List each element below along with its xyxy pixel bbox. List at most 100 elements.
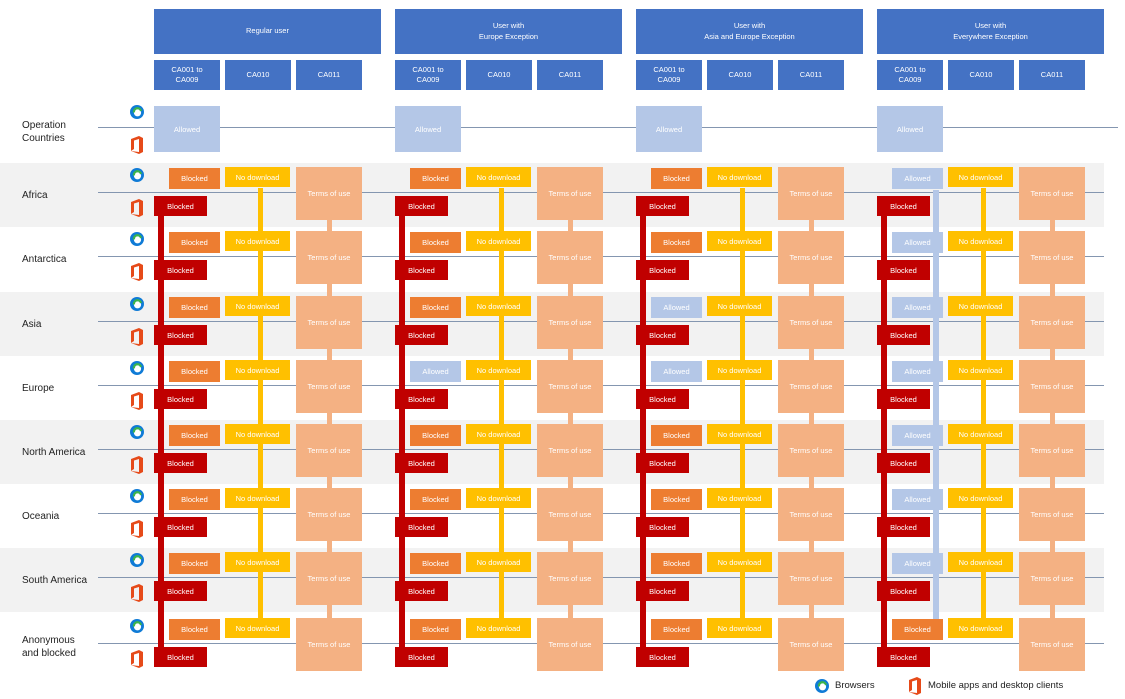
- terms-of-use-cell: Terms of use: [778, 618, 844, 671]
- policy-header: CA010: [225, 60, 291, 90]
- no-download-cell: No download: [948, 618, 1013, 638]
- app-blocked-cell: Blocked: [636, 647, 689, 667]
- browser-blocked-cell: Blocked: [410, 168, 461, 189]
- browser-icon: [129, 552, 145, 568]
- terms-of-use-cell: Terms of use: [778, 424, 844, 477]
- app-blocked-cell: Blocked: [154, 647, 207, 667]
- region-label: Africa: [22, 190, 48, 201]
- app-blocked-cell: Blocked: [636, 581, 689, 601]
- app-blocked-cell: Blocked: [877, 260, 930, 280]
- browser-allowed-cell: Allowed: [651, 297, 702, 318]
- app-blocked-cell: Blocked: [395, 647, 448, 667]
- browser-blocked-cell: Blocked: [651, 553, 702, 574]
- allowed-connector-bar: [933, 190, 939, 636]
- app-blocked-cell: Blocked: [154, 196, 207, 216]
- terms-of-use-cell: Terms of use: [537, 424, 603, 477]
- blocked-connector-bar: [640, 206, 646, 662]
- no-download-connector-bar: [740, 188, 745, 638]
- terms-of-use-cell: Terms of use: [537, 360, 603, 413]
- browser-blocked-cell: Blocked: [410, 425, 461, 446]
- browser-icon: [129, 618, 145, 634]
- no-download-cell: No download: [948, 231, 1013, 251]
- no-download-cell: No download: [225, 618, 290, 638]
- terms-of-use-cell: Terms of use: [1019, 231, 1085, 284]
- no-download-cell: No download: [948, 360, 1013, 380]
- browser-allowed-cell: Allowed: [892, 489, 943, 510]
- no-download-cell: No download: [225, 231, 290, 251]
- browser-allowed-cell: Allowed: [651, 361, 702, 382]
- user-group-header: User with Everywhere Exception: [877, 9, 1104, 54]
- app-blocked-cell: Blocked: [395, 325, 448, 345]
- terms-of-use-cell: Terms of use: [296, 552, 362, 605]
- terms-of-use-cell: Terms of use: [1019, 618, 1085, 671]
- legend: Browsers Mobile apps and desktop clients: [814, 677, 1114, 697]
- policy-header: CA010: [707, 60, 773, 90]
- terms-of-use-cell: Terms of use: [537, 488, 603, 541]
- app-icon: [130, 263, 144, 281]
- terms-of-use-cell: Terms of use: [1019, 552, 1085, 605]
- policy-header: CA011: [296, 60, 362, 90]
- terms-of-use-cell: Terms of use: [778, 488, 844, 541]
- terms-of-use-cell: Terms of use: [1019, 167, 1085, 220]
- no-download-cell: No download: [466, 167, 531, 187]
- blocked-connector-bar: [158, 206, 164, 662]
- region-label: Europe: [22, 383, 55, 394]
- browser-blocked-cell: Blocked: [651, 619, 702, 640]
- blocked-connector-bar: [399, 206, 405, 662]
- terms-of-use-cell: Terms of use: [537, 618, 603, 671]
- app-icon: [130, 199, 144, 217]
- region-label: Antarctica: [22, 254, 67, 265]
- app-icon: [130, 650, 144, 668]
- app-blocked-cell: Blocked: [395, 581, 448, 601]
- no-download-cell: No download: [225, 488, 290, 508]
- app-blocked-cell: Blocked: [877, 325, 930, 345]
- policy-header: CA010: [466, 60, 532, 90]
- browser-blocked-cell: Blocked: [410, 232, 461, 253]
- app-blocked-cell: Blocked: [395, 517, 448, 537]
- terms-of-use-cell: Terms of use: [296, 360, 362, 413]
- browser-blocked-cell: Blocked: [169, 168, 220, 189]
- app-blocked-cell: Blocked: [877, 581, 930, 601]
- browser-blocked-cell: Blocked: [169, 553, 220, 574]
- user-group-header: User with Asia and Europe Exception: [636, 9, 863, 54]
- no-download-cell: No download: [948, 296, 1013, 316]
- legend-browsers-icon: [814, 678, 830, 697]
- terms-of-use-cell: Terms of use: [296, 618, 362, 671]
- region-label: South America: [22, 575, 88, 586]
- browser-allowed-cell: Allowed: [892, 425, 943, 446]
- browser-blocked-cell: Blocked: [892, 619, 943, 640]
- no-download-cell: No download: [707, 360, 772, 380]
- no-download-cell: No download: [707, 167, 772, 187]
- no-download-cell: No download: [466, 296, 531, 316]
- terms-of-use-cell: Terms of use: [537, 296, 603, 349]
- terms-of-use-connector-bar: [327, 215, 332, 629]
- no-download-cell: No download: [948, 424, 1013, 444]
- app-blocked-cell: Blocked: [877, 389, 930, 409]
- no-download-cell: No download: [948, 488, 1013, 508]
- app-blocked-cell: Blocked: [877, 196, 930, 216]
- browser-icon: [129, 231, 145, 247]
- browser-allowed-cell: Allowed: [892, 232, 943, 253]
- app-icon: [130, 328, 144, 346]
- app-blocked-cell: Blocked: [154, 325, 207, 345]
- app-blocked-cell: Blocked: [154, 389, 207, 409]
- terms-of-use-cell: Terms of use: [296, 231, 362, 284]
- app-blocked-cell: Blocked: [636, 453, 689, 473]
- app-blocked-cell: Blocked: [154, 581, 207, 601]
- no-download-cell: No download: [466, 618, 531, 638]
- policy-header: CA001 to CA009: [154, 60, 220, 90]
- terms-of-use-cell: Terms of use: [296, 296, 362, 349]
- browser-blocked-cell: Blocked: [410, 553, 461, 574]
- browser-icon: [129, 360, 145, 376]
- policy-header: CA011: [778, 60, 844, 90]
- legend-apps-label: Mobile apps and desktop clients: [928, 680, 1064, 691]
- browser-blocked-cell: Blocked: [651, 489, 702, 510]
- app-blocked-cell: Blocked: [395, 453, 448, 473]
- app-blocked-cell: Blocked: [154, 260, 207, 280]
- terms-of-use-cell: Terms of use: [778, 231, 844, 284]
- app-blocked-cell: Blocked: [636, 389, 689, 409]
- browser-blocked-cell: Blocked: [169, 489, 220, 510]
- terms-of-use-cell: Terms of use: [778, 360, 844, 413]
- terms-of-use-cell: Terms of use: [778, 552, 844, 605]
